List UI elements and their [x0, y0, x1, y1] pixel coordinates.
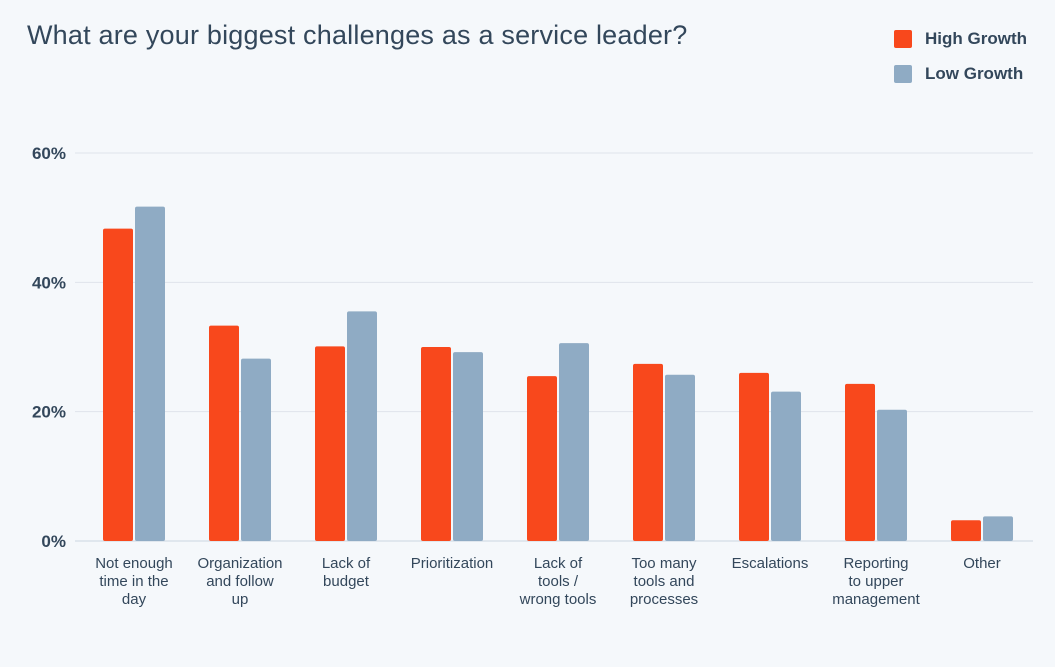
x-tick-label-7: Reporting to upper management — [816, 555, 936, 609]
x-tick-label-line: management — [832, 591, 920, 608]
x-tick-label-0: Not enough time in the day — [74, 555, 194, 609]
x-tick-label-1: Organization and follow up — [180, 555, 300, 609]
bar-high-growth-1 — [209, 325, 239, 541]
bar-high-growth-3 — [421, 347, 451, 541]
bar-low-growth-2 — [347, 311, 377, 541]
x-tick-label-line: to upper — [848, 573, 904, 590]
legend-label-high-growth: High Growth — [925, 29, 1027, 48]
legend-item-low-growth: Low Growth — [894, 63, 1027, 85]
x-tick-label-line: Lack of — [321, 555, 371, 572]
x-tick-label-4: Lack of tools / wrong tools — [498, 555, 618, 609]
x-tick-label-line: budget — [323, 573, 369, 590]
x-tick-label-line: time in the — [99, 573, 169, 590]
x-tick-label-line: tools / — [537, 573, 579, 590]
bar-high-growth-4 — [527, 376, 557, 541]
x-tick-label-5: Too many tools and processes — [604, 555, 724, 609]
bar-low-growth-5 — [665, 374, 695, 541]
y-tick-label-60: 60% — [32, 144, 66, 163]
bar-high-growth-5 — [633, 363, 663, 541]
x-tick-label-line: and follow — [206, 573, 274, 590]
bar-low-growth-0 — [135, 206, 165, 541]
x-tick-label-8: Other — [922, 555, 1042, 573]
x-tick-label-6: Escalations — [710, 555, 830, 573]
legend-swatch-low-growth — [894, 65, 912, 83]
y-tick-label-0: 0% — [41, 532, 66, 551]
x-tick-label-line: up — [231, 591, 249, 608]
x-tick-label-line: day — [121, 591, 147, 608]
x-tick-label-line: processes — [629, 591, 699, 608]
bar-low-growth-7 — [877, 409, 907, 541]
x-tick-label-line: wrong tools — [519, 591, 597, 608]
legend-swatch-high-growth — [894, 30, 912, 48]
y-tick-label-20: 20% — [32, 403, 66, 422]
x-tick-label-line: tools and — [633, 573, 695, 590]
bar-high-growth-0 — [103, 228, 133, 541]
bar-low-growth-1 — [241, 358, 271, 541]
y-tick-label-40: 40% — [32, 273, 66, 292]
x-tick-label-3: Prioritization — [392, 555, 512, 573]
bar-low-growth-6 — [771, 391, 801, 541]
x-tick-label-line: Not enough — [95, 555, 173, 572]
chart-legend: High Growth Low Growth — [894, 28, 1027, 98]
bar-high-growth-6 — [739, 372, 769, 541]
x-tick-label-line: Other — [963, 555, 1001, 572]
bar-low-growth-4 — [559, 343, 589, 541]
x-tick-label-line: Lack of — [533, 555, 583, 572]
legend-label-low-growth: Low Growth — [925, 64, 1024, 83]
chart-title: What are your biggest challenges as a se… — [27, 20, 688, 50]
bar-high-growth-7 — [845, 383, 875, 541]
x-tick-label-line: Organization — [197, 555, 283, 572]
x-tick-label-line: Too many — [631, 555, 697, 572]
bar-low-growth-8 — [983, 516, 1013, 541]
legend-item-high-growth: High Growth — [894, 28, 1027, 50]
x-tick-label-line: Escalations — [731, 555, 809, 572]
bar-high-growth-8 — [951, 520, 981, 541]
x-tick-label-line: Prioritization — [410, 555, 494, 572]
x-tick-label-line: Reporting — [843, 555, 909, 572]
x-tick-label-2: Lack of budget — [286, 555, 406, 591]
bar-low-growth-3 — [453, 352, 483, 541]
bar-high-growth-2 — [315, 346, 345, 541]
